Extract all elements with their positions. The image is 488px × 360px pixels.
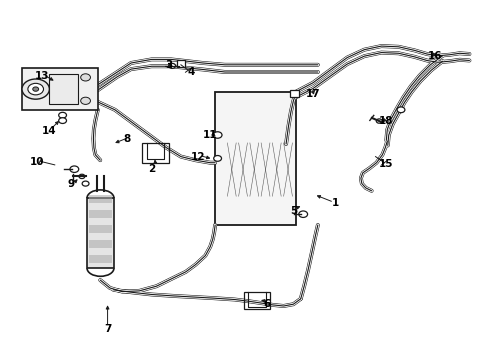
Bar [89, 225, 112, 233]
Text: 2: 2 [148, 164, 155, 174]
Circle shape [70, 166, 79, 172]
Text: 9: 9 [67, 179, 74, 189]
Circle shape [59, 112, 66, 118]
Circle shape [81, 97, 90, 104]
Circle shape [81, 74, 90, 81]
Text: 5: 5 [289, 206, 296, 216]
Bar [49, 74, 78, 104]
Bar [215, 92, 295, 225]
Bar [89, 240, 112, 248]
Bar [89, 195, 112, 203]
Text: 16: 16 [427, 51, 442, 61]
Circle shape [28, 84, 43, 95]
Bar [142, 143, 168, 163]
Circle shape [213, 132, 222, 138]
Text: 14: 14 [41, 126, 56, 136]
Text: 13: 13 [34, 71, 49, 81]
Bar [176, 60, 185, 67]
Circle shape [376, 119, 382, 123]
Text: 1: 1 [331, 198, 338, 208]
Bar [87, 198, 114, 268]
Text: 17: 17 [305, 89, 320, 99]
Circle shape [168, 63, 175, 68]
Text: 10: 10 [29, 157, 44, 167]
Text: 7: 7 [103, 324, 111, 334]
Bar [290, 90, 299, 97]
Circle shape [33, 87, 39, 91]
Text: 4: 4 [186, 67, 194, 77]
Text: 6: 6 [263, 299, 269, 309]
Text: 15: 15 [378, 159, 393, 169]
Bar [22, 68, 98, 110]
Bar [243, 292, 270, 309]
Bar [89, 210, 112, 218]
Circle shape [396, 107, 404, 113]
Bar [89, 255, 112, 263]
Circle shape [59, 118, 66, 123]
Text: 8: 8 [123, 134, 130, 144]
Circle shape [82, 181, 89, 186]
Text: 3: 3 [165, 60, 172, 70]
Text: 12: 12 [190, 152, 205, 162]
Circle shape [298, 211, 307, 217]
Text: 18: 18 [378, 116, 393, 126]
Text: 11: 11 [203, 130, 217, 140]
Circle shape [22, 79, 49, 99]
Circle shape [79, 174, 85, 179]
Circle shape [213, 156, 221, 161]
